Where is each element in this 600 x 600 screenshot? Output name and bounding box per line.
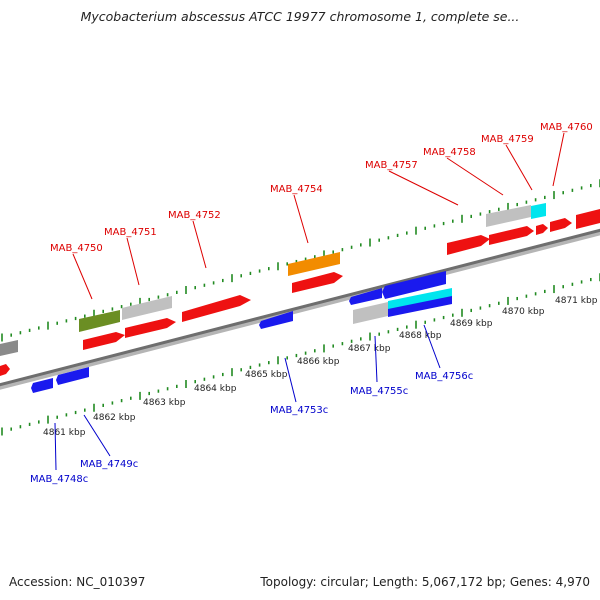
gene-red-3[interactable] — [182, 295, 251, 322]
accession-text: Accession: NC_010397 — [9, 575, 146, 589]
gene-label[interactable]: MAB_4755c — [350, 386, 408, 397]
leader-line — [126, 237, 140, 286]
gene-label[interactable]: MAB_4748c — [30, 474, 88, 485]
gene-red-1[interactable] — [83, 332, 125, 350]
backbone — [0, 228, 600, 387]
leader-line — [293, 194, 309, 244]
gene-grey-left[interactable] — [0, 340, 18, 356]
gene-red-6[interactable] — [489, 226, 534, 245]
backbone-shadow — [0, 229, 600, 390]
leader-line — [374, 335, 378, 383]
forward-strand — [0, 203, 600, 376]
gene-grey-2[interactable] — [486, 205, 531, 227]
kbp-label: 4863 kbp — [143, 398, 186, 408]
kbp-label: 4866 kbp — [297, 357, 340, 367]
leader-line — [192, 220, 207, 269]
gene-label[interactable]: MAB_4757 — [365, 160, 418, 171]
leader-line — [446, 157, 504, 196]
leader-line — [284, 357, 297, 403]
gene-label[interactable]: MAB_4759 — [481, 134, 534, 145]
kbp-label: 4869 kbp — [450, 319, 493, 329]
gene-label[interactable]: MAB_4756c — [415, 371, 473, 382]
gene-red-4[interactable] — [292, 272, 343, 293]
gene-label[interactable]: MAB_4752 — [168, 210, 221, 221]
gene-label[interactable]: MAB_4749c — [80, 459, 138, 470]
gene-red-9[interactable] — [576, 209, 600, 229]
gene-label[interactable]: MAB_4753c — [270, 405, 328, 416]
leader-line — [388, 170, 459, 206]
kbp-label: 4871 kbp — [555, 296, 598, 306]
gene-label[interactable]: MAB_4750 — [50, 243, 103, 254]
gene-blue-6[interactable] — [388, 296, 452, 317]
gene-label[interactable]: MAB_4758 — [423, 147, 476, 158]
leader-line — [54, 422, 57, 471]
leader-line — [83, 414, 111, 457]
leader-line — [505, 144, 533, 191]
kbp-label: 4867 kbp — [348, 344, 391, 354]
leader-line — [552, 132, 565, 187]
gene-blue-3[interactable] — [259, 311, 293, 329]
gene-label[interactable]: MAB_4760 — [540, 122, 593, 133]
gene-red-2[interactable] — [125, 318, 176, 338]
gene-label[interactable]: MAB_4754 — [270, 184, 323, 195]
gene-orange[interactable] — [288, 252, 340, 276]
leader-line — [72, 253, 93, 300]
kbp-label: 4862 kbp — [93, 413, 136, 423]
gene-blue-1[interactable] — [31, 378, 53, 393]
kbp-label: 4861 kbp — [43, 428, 86, 438]
gene-label[interactable]: MAB_4751 — [104, 227, 157, 238]
gene-grey-1[interactable] — [122, 296, 172, 320]
kbp-label: 4868 kbp — [399, 331, 442, 341]
kbp-label: 4865 kbp — [245, 370, 288, 380]
leader-line — [423, 324, 441, 369]
gene-blue-2[interactable] — [56, 367, 89, 385]
gene-blue-4[interactable] — [349, 288, 382, 305]
gene-cyan[interactable] — [531, 203, 546, 219]
gene-red-8[interactable] — [550, 218, 572, 232]
gene-red-7[interactable] — [536, 224, 548, 235]
kbp-label: 4870 kbp — [502, 307, 545, 317]
reverse-strand — [31, 271, 452, 393]
kbp-label: 4864 kbp — [194, 384, 237, 394]
gene-red-left[interactable] — [0, 364, 10, 376]
gene-blue-5[interactable] — [382, 271, 446, 299]
map-title: Mycobacterium abscessus ATCC 19977 chrom… — [80, 9, 520, 24]
gene-grey-3[interactable] — [353, 302, 388, 324]
gene-red-5[interactable] — [447, 235, 490, 255]
gene-olive[interactable] — [79, 310, 120, 332]
summary-text: Topology: circular; Length: 5,067,172 bp… — [260, 575, 590, 589]
